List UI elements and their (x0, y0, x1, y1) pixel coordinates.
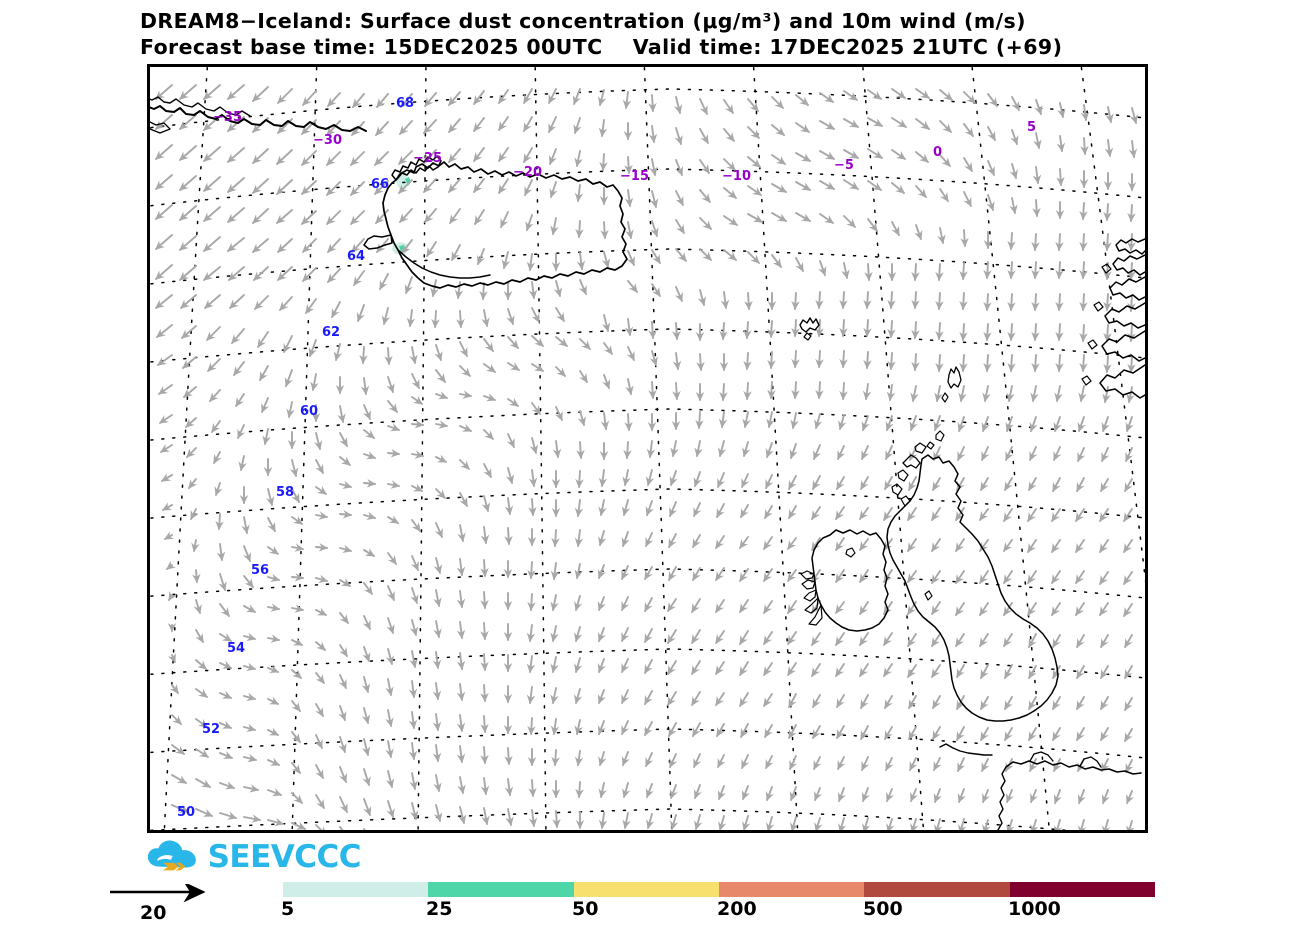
colorbar-segment-500 (864, 882, 1010, 897)
title-line1-unit: μg/m³ (702, 9, 772, 33)
colorbar-tick-5: 5 (281, 898, 295, 920)
logo-text: SEEVCCC (207, 838, 362, 875)
wind-reference-arrow-icon (110, 881, 206, 903)
colorbar-tick-1000: 1000 (1008, 898, 1061, 920)
colorbar-tick-200: 200 (717, 898, 757, 920)
colorbar-segment-50 (573, 882, 719, 897)
wind-reference-label: 20 (140, 902, 167, 924)
map-frame[interactable]: 68 66 64 62 60 58 56 54 52 50 −35 −30 −2… (147, 64, 1148, 833)
colorbar-tick-50: 50 (572, 898, 599, 920)
page-subtitle: Forecast base time: 15DEC2025 00UTC Vali… (140, 35, 1063, 59)
wind-reference-vector: 20 (108, 881, 238, 924)
map-canvas (150, 67, 1145, 830)
colorbar-segment-1000 (1009, 882, 1155, 897)
colorbar-segment-25 (428, 882, 574, 897)
colorbar-tick-500: 500 (863, 898, 903, 920)
colorbar-segment-5 (283, 882, 429, 897)
page-title: DREAM8−Iceland: Surface dust concentrati… (140, 8, 1290, 34)
colorbar-tick-25: 25 (426, 898, 453, 920)
colorbar-tick-labels: 5 25 50 200 500 1000 (281, 898, 1155, 924)
title-line1-post: ) and 10m wind (m/s) (771, 9, 1026, 33)
colorbar[interactable] (283, 882, 1155, 897)
title-line1-pre: DREAM8−Iceland: Surface dust concentrati… (140, 9, 703, 33)
colorbar-segment-200 (718, 882, 865, 897)
seevccc-logo[interactable]: SEEVCCC (146, 836, 362, 878)
chart-title-block: DREAM8−Iceland: Surface dust concentrati… (140, 8, 1290, 60)
coastline-layer (150, 96, 1145, 830)
cloud-icon (147, 840, 196, 871)
graticule-layer (150, 67, 1145, 830)
wind-vector-field (155, 84, 1139, 830)
